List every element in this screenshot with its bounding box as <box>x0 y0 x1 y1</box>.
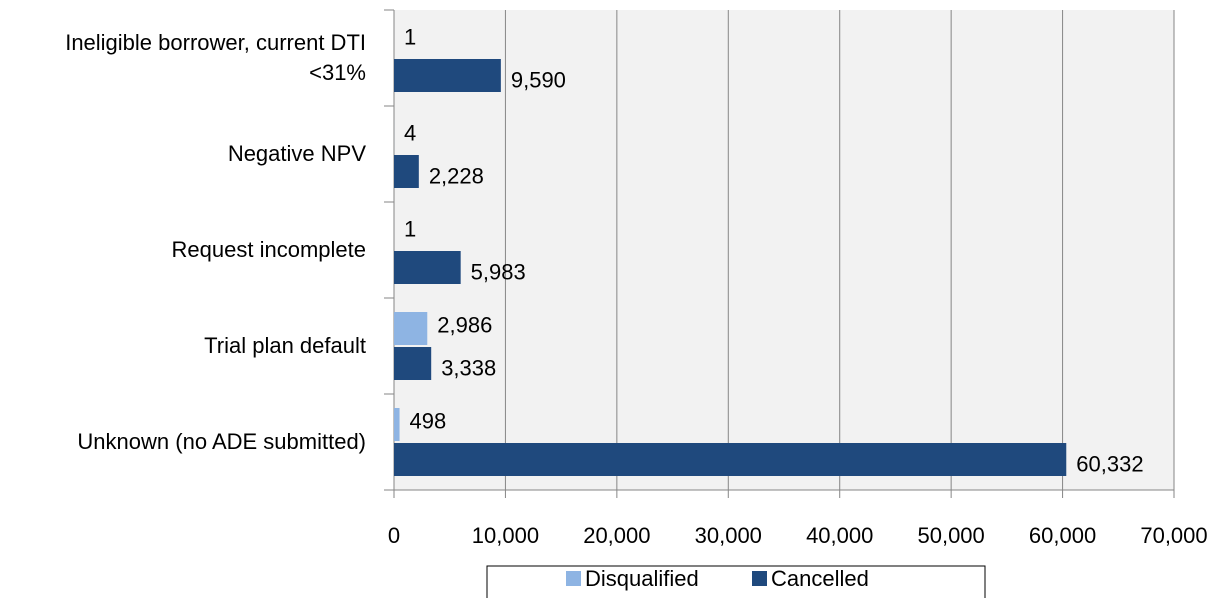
bar <box>394 347 432 380</box>
category-label: Trial plan default <box>204 333 366 358</box>
category-label: Ineligible borrower, current DTI <31% <box>65 30 366 85</box>
bar <box>394 408 400 441</box>
x-tick-label: 30,000 <box>695 523 762 548</box>
x-tick-label: 0 <box>388 523 400 548</box>
legend-box <box>486 565 986 598</box>
plot-area <box>394 10 1174 490</box>
category-label: Request incomplete <box>171 237 366 262</box>
legend-label: Cancelled <box>771 566 869 591</box>
bar <box>394 312 428 345</box>
bar <box>394 443 1067 476</box>
x-tick-label: 60,000 <box>1029 523 1096 548</box>
value-label: 1 <box>404 216 416 241</box>
value-label: 9,590 <box>511 67 566 92</box>
legend-label: Disqualified <box>585 566 699 591</box>
value-label: 3,338 <box>441 355 496 380</box>
value-label: 2,986 <box>437 312 492 337</box>
x-tick-label: 10,000 <box>472 523 539 548</box>
x-tick-label: 50,000 <box>917 523 984 548</box>
value-label: 2,228 <box>429 163 484 188</box>
legend-swatch <box>752 571 767 586</box>
category-label: Negative NPV <box>227 141 366 166</box>
x-tick-label: 40,000 <box>806 523 873 548</box>
category-label: Unknown (no ADE submitted) <box>77 429 366 454</box>
bar <box>394 155 419 188</box>
legend-swatch <box>566 571 581 586</box>
x-tick-label: 70,000 <box>1140 523 1207 548</box>
value-label: 498 <box>410 408 447 433</box>
value-label: 1 <box>404 24 416 49</box>
bar <box>394 59 501 92</box>
value-label: 5,983 <box>471 259 526 284</box>
value-label: 60,332 <box>1076 451 1143 476</box>
bar <box>394 251 461 284</box>
value-label: 4 <box>404 120 416 145</box>
x-tick-label: 20,000 <box>583 523 650 548</box>
